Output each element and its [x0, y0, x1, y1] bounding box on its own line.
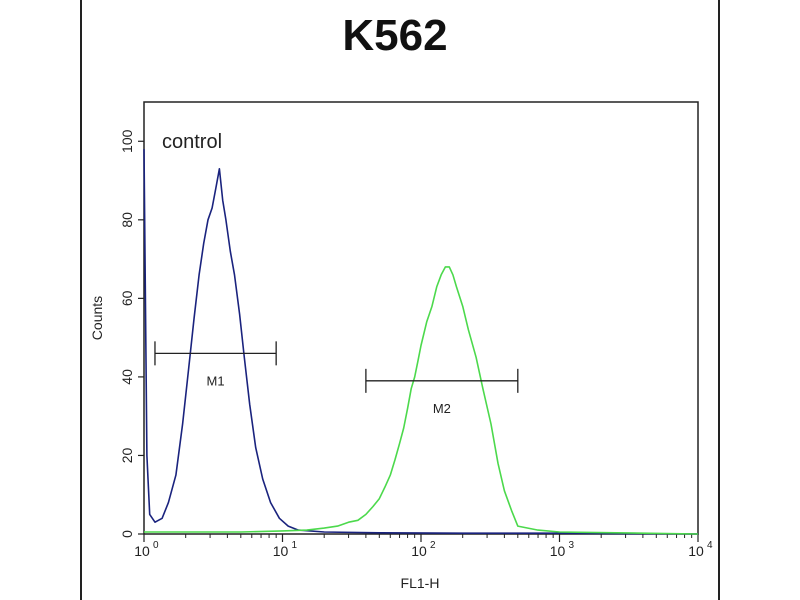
- plot-area: [143, 101, 699, 535]
- x-axis-label: FL1-H: [401, 575, 440, 591]
- x-axis: 10 0 10 1 10 2 10 3 10 4: [134, 534, 713, 559]
- marker-label: M2: [433, 401, 451, 416]
- x-tick-label: 10: [273, 543, 289, 559]
- x-tick-label: 10: [134, 543, 150, 559]
- chart-frame: [80, 0, 720, 600]
- x-tick-exponent: 1: [292, 540, 298, 551]
- series-layer: [143, 149, 699, 535]
- y-tick-label: 80: [119, 212, 135, 228]
- histogram-series-1: [143, 149, 699, 535]
- x-tick-exponent: 2: [430, 540, 436, 551]
- y-axis: 0 20 40 60 80 100: [119, 129, 144, 538]
- x-tick-exponent: 0: [153, 540, 159, 551]
- control-label: control: [162, 131, 222, 153]
- y-tick-label: 0: [119, 530, 135, 538]
- marker-label: M1: [207, 373, 225, 388]
- marker-layer: M1 M2: [154, 341, 519, 416]
- histogram-series-2: [144, 266, 699, 535]
- y-tick-label: 40: [119, 369, 135, 385]
- chart-title: K562: [342, 11, 447, 60]
- x-tick-label: 10: [411, 543, 427, 559]
- y-axis-label: Counts: [89, 296, 105, 340]
- x-tick-exponent: 4: [707, 540, 713, 551]
- x-tick-label: 10: [550, 543, 566, 559]
- y-tick-label: 100: [119, 129, 135, 153]
- x-tick-label: 10: [688, 543, 704, 559]
- x-tick-exponent: 3: [569, 540, 575, 551]
- y-tick-label: 60: [119, 290, 135, 306]
- y-tick-label: 20: [119, 447, 135, 463]
